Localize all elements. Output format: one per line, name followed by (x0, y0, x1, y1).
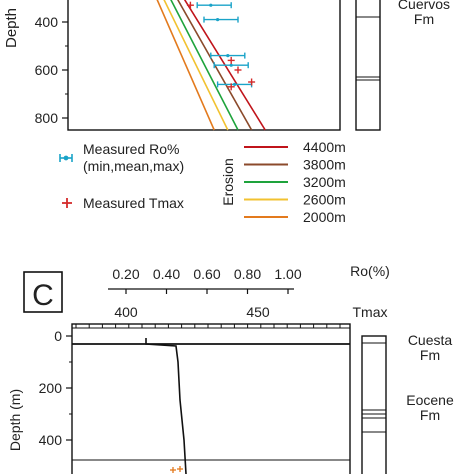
upper-measured-ro-group (196, 2, 253, 88)
upper-lithology-column (355, 0, 381, 131)
panel-c-label: C (32, 279, 54, 312)
tmax-axis-tick-label: 450 (246, 304, 270, 320)
upper-measured-tmax-group (186, 1, 256, 91)
erosion-curve-4400m (183, 0, 266, 131)
panel-c-y-axis-label: Depth (m) (7, 389, 23, 451)
erosion-curve-2600m (163, 0, 229, 131)
erosion-legend-label: 2000m (303, 209, 346, 225)
erosion-legend-label: 4400m (303, 139, 346, 155)
ro-mean-point (209, 3, 213, 7)
upper-plot-frame (67, 0, 341, 131)
panel-c-y-tick-label: 200 (39, 380, 63, 396)
legend-erosion-title: Erosion (220, 158, 236, 205)
panel-c-formation-2-line1: Eocene (406, 392, 454, 408)
panel-c-formation-1-line1: Cuesta (408, 332, 453, 348)
panel-c-lithology-column (361, 335, 387, 474)
panel-c: C 0.20 0.40 0.60 0.80 1.00 Ro(%) 400 450 Tmax… (7, 263, 454, 474)
ro-axis-tick-label: 0.40 (153, 266, 180, 282)
upper-y-tick-label: 600 (35, 62, 59, 78)
panel-c-formation-1-line2: Fm (420, 347, 440, 363)
ro-mean-point (216, 18, 220, 22)
ro-axis-tick-label: 1.00 (274, 266, 301, 282)
ro-mean-point (233, 82, 237, 86)
ro-axis-label: Ro(%) (350, 263, 390, 279)
tmax-axis-tick-label: 400 (114, 304, 138, 320)
legend-ro-symbol (59, 154, 73, 162)
legend: Measured Ro% (min,mean,max) Measured Tma… (59, 139, 346, 225)
upper-formation-label-line2: Fm (414, 11, 434, 27)
erosion-curve-2000m (156, 0, 215, 131)
ro-axis-tick-label: 0.60 (193, 266, 220, 282)
panel-c-y-tick-label: 0 (54, 328, 62, 344)
ro-mean-point (226, 54, 230, 58)
upper-y-ticks: 400 600 800 (35, 14, 68, 126)
panel-c-maturity-profile (145, 338, 187, 474)
ro-axis-ticks: 0.20 0.40 0.60 0.80 1.00 (112, 266, 302, 294)
panel-c-tmax-marker (170, 466, 183, 473)
legend-tmax-label: Measured Tmax (83, 195, 184, 211)
erosion-legend-label: 3200m (303, 174, 346, 190)
legend-ro-label-line1: Measured Ro% (83, 141, 180, 157)
legend-ro-label-line2: (min,mean,max) (83, 158, 184, 174)
ro-axis-tick-label: 0.80 (234, 266, 261, 282)
ro-axis-tick-label: 0.20 (112, 266, 139, 282)
ro-mean-point (229, 63, 233, 67)
erosion-curve-3200m (170, 0, 239, 131)
upper-y-tick-label: 800 (35, 110, 59, 126)
panel-c-y-tick-label: 400 (39, 432, 63, 448)
panel-c-formation-2-line2: Fm (420, 407, 440, 423)
upper-y-axis-label: Depth (3, 8, 20, 48)
tmax-axis-label: Tmax (353, 304, 388, 320)
upper-series-group (156, 0, 266, 131)
legend-tmax-symbol (62, 198, 72, 208)
upper-y-tick-label: 400 (35, 14, 59, 30)
panel-c-plot-frame (71, 323, 351, 474)
upper-panel: 400 600 800 Depth Cuervos Fm (3, 0, 450, 131)
panel-c-label-box (23, 271, 63, 313)
erosion-legend-label: 2600m (303, 192, 346, 208)
erosion-legend-label: 3800m (303, 157, 346, 173)
upper-formation-label-line1: Cuervos (398, 0, 450, 12)
panel-c-y-ticks: 0 200 400 (39, 328, 72, 448)
